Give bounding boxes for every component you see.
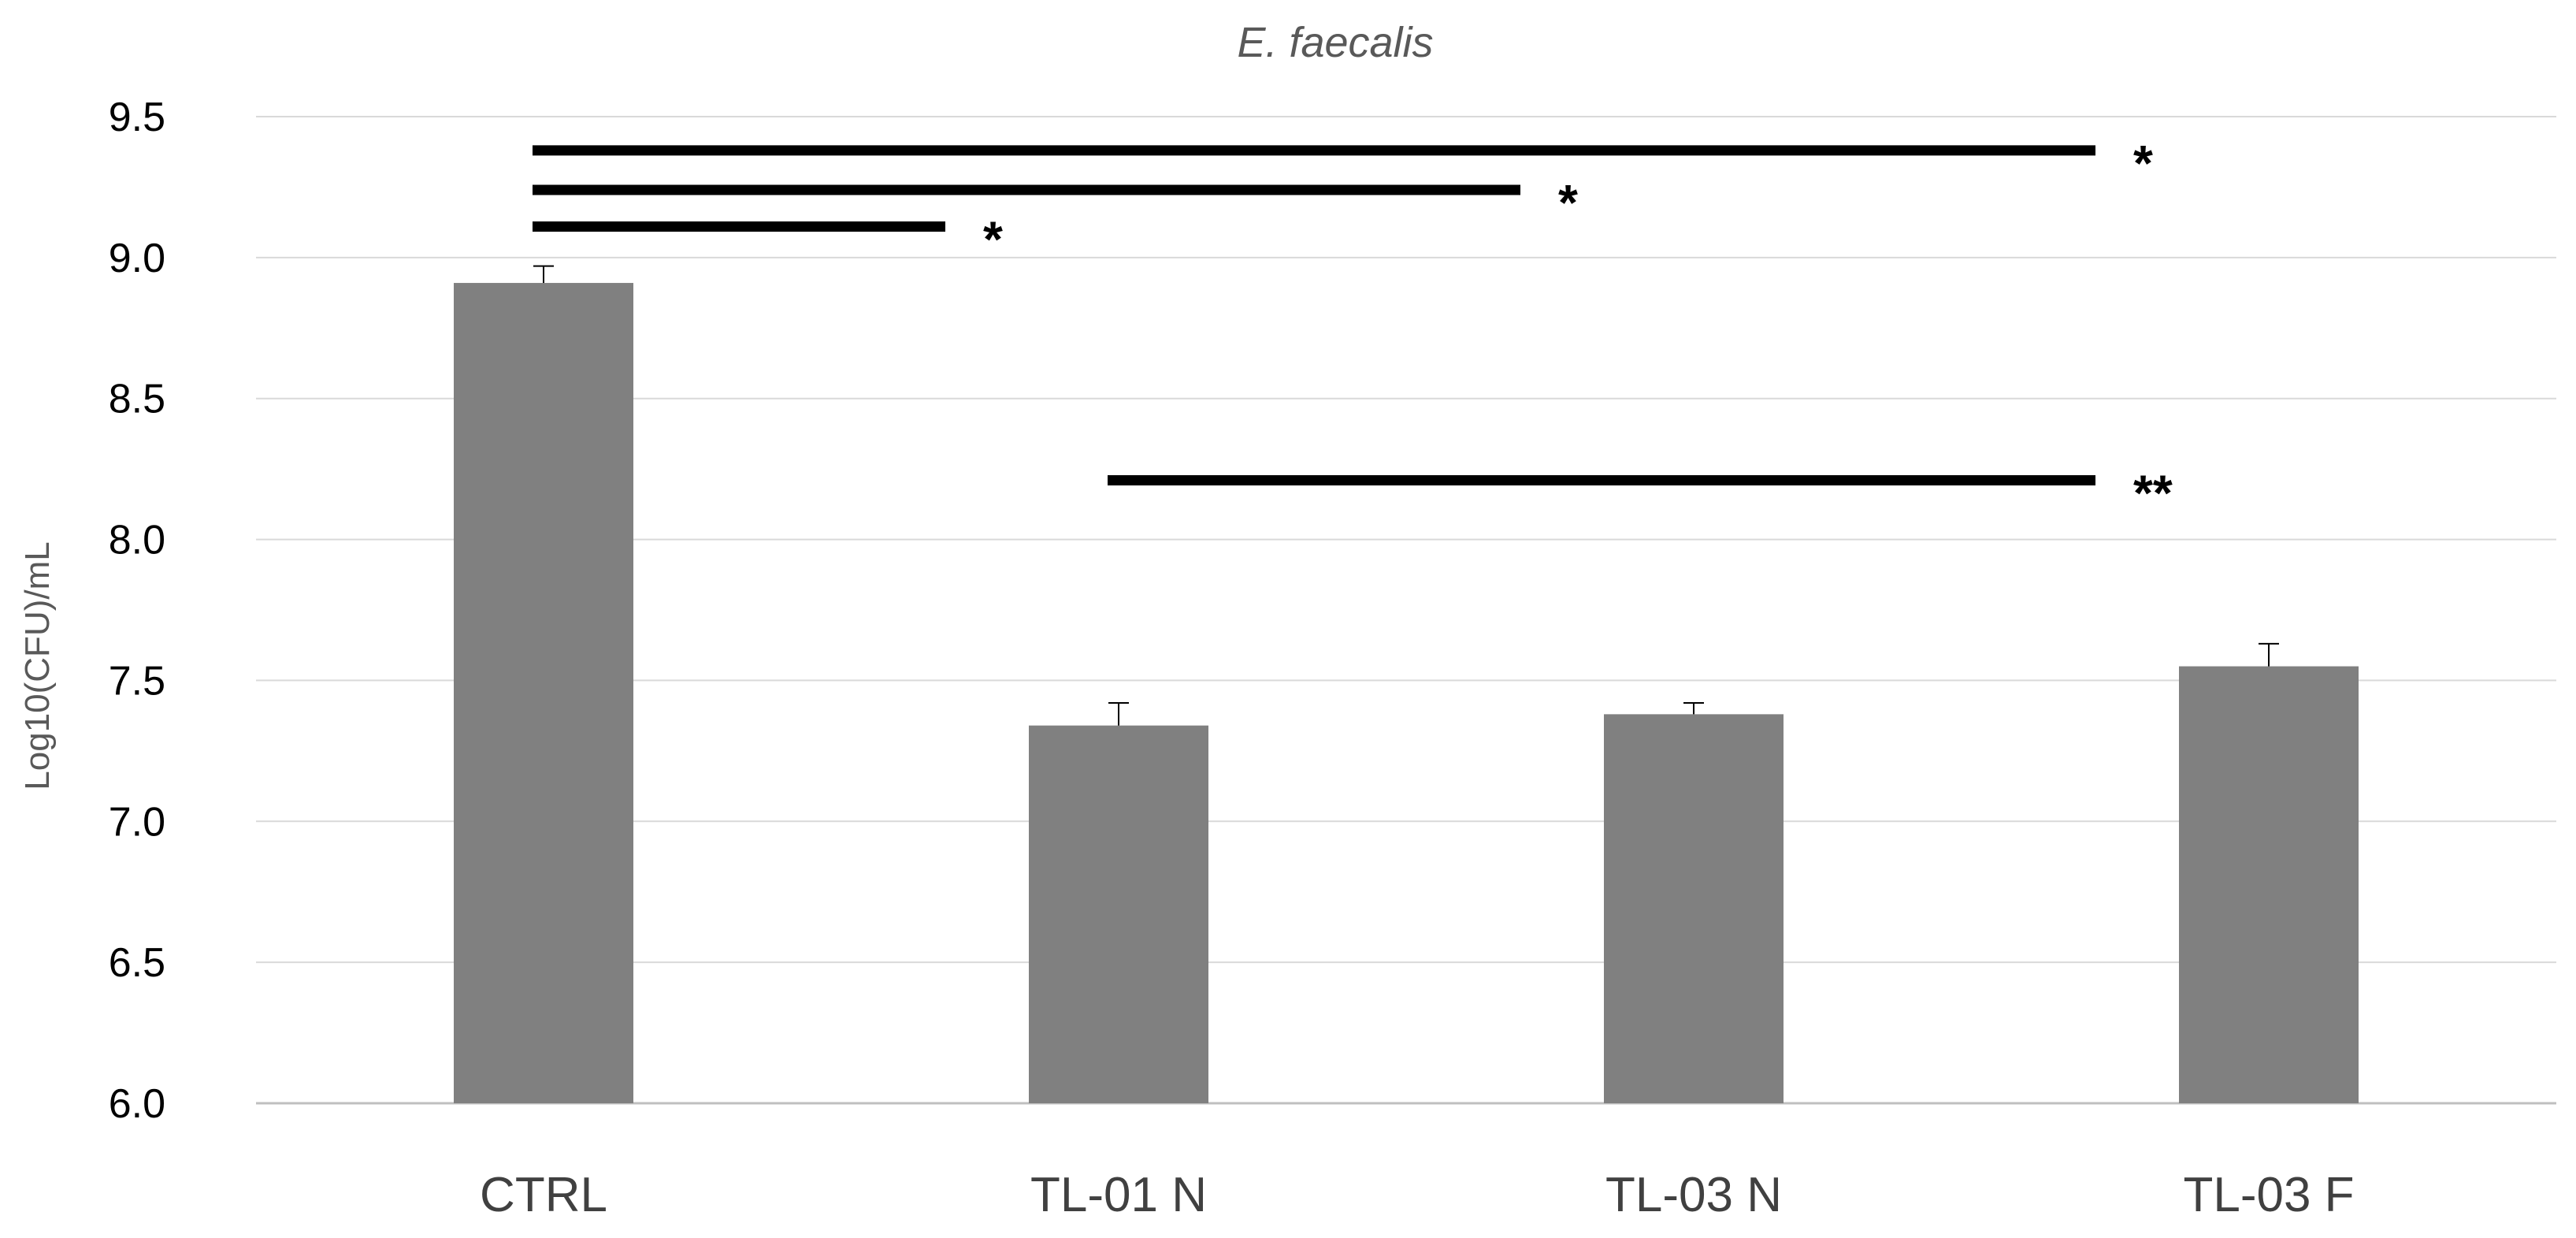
x-tick-label: TL-03 F bbox=[2183, 1168, 2354, 1222]
y-tick-label: 7.0 bbox=[109, 799, 165, 845]
significance-brackets: ***** bbox=[533, 135, 2173, 521]
y-tick-label: 8.0 bbox=[109, 518, 165, 563]
y-tick-label: 6.0 bbox=[109, 1081, 165, 1127]
bars bbox=[454, 265, 2359, 1104]
y-tick-label: 7.5 bbox=[109, 658, 165, 704]
significance-marker: * bbox=[2133, 135, 2153, 191]
x-tick-label: TL-01 N bbox=[1030, 1168, 1207, 1222]
x-tick-label: CTRL bbox=[480, 1168, 607, 1222]
bar-tl-01-n bbox=[1029, 725, 1208, 1103]
x-tick-labels: CTRL TL-01 N TL-03 N TL-03 F bbox=[480, 1168, 2354, 1222]
y-tick-labels: 6.0 6.5 7.0 7.5 8.0 8.5 9.0 9.5 bbox=[109, 95, 165, 1127]
significance-marker: * bbox=[1558, 174, 1578, 231]
y-tick-label: 6.5 bbox=[109, 940, 165, 986]
y-tick-label: 8.5 bbox=[109, 377, 165, 422]
chart-title: E. faecalis bbox=[1237, 19, 1433, 66]
y-tick-label: 9.0 bbox=[109, 236, 165, 281]
significance-marker: * bbox=[983, 211, 1003, 268]
gridlines bbox=[256, 116, 2556, 1105]
significance-marker: ** bbox=[2133, 464, 2173, 521]
bar-tl-03-n bbox=[1604, 714, 1784, 1103]
bar-tl-03-f bbox=[2179, 666, 2359, 1103]
y-tick-label: 9.5 bbox=[109, 95, 165, 140]
x-tick-label: TL-03 N bbox=[1605, 1168, 1782, 1222]
bar-ctrl bbox=[454, 283, 633, 1104]
y-axis-label: Log10(CFU)/mL bbox=[18, 541, 57, 790]
